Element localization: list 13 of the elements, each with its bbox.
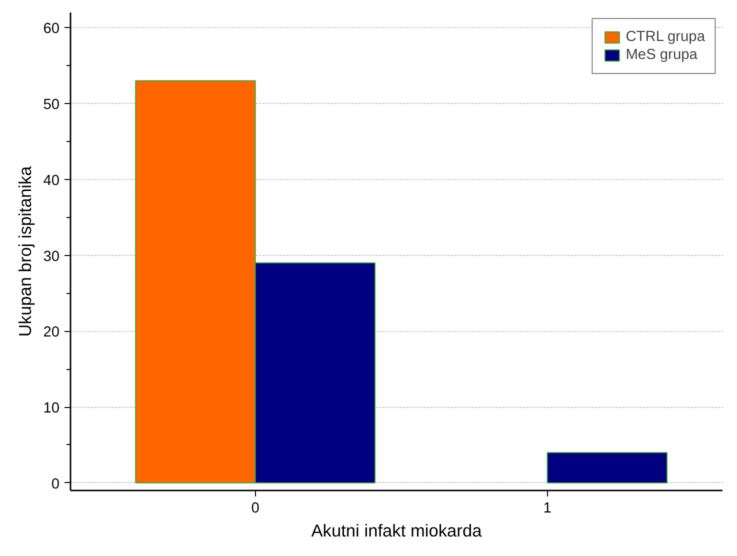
- x-tick-label: 1: [543, 500, 552, 516]
- y-tick-label: 50: [43, 97, 60, 114]
- legend-label: CTRL grupa: [626, 29, 705, 45]
- legend-label: MeS grupa: [626, 47, 698, 63]
- y-tick-label: 40: [43, 172, 60, 189]
- y-tick-label: 20: [43, 324, 60, 341]
- bar: [546, 452, 668, 484]
- y-axis-title: Ukupan broj ispitanika: [15, 166, 36, 337]
- y-tick-label: 30: [43, 248, 60, 265]
- y-tick-label: 0: [51, 476, 60, 492]
- x-axis-title: Akutni infakt miokarda: [311, 520, 482, 540]
- y-tick-label: 60: [43, 21, 60, 38]
- y-tick-label: 10: [43, 400, 60, 417]
